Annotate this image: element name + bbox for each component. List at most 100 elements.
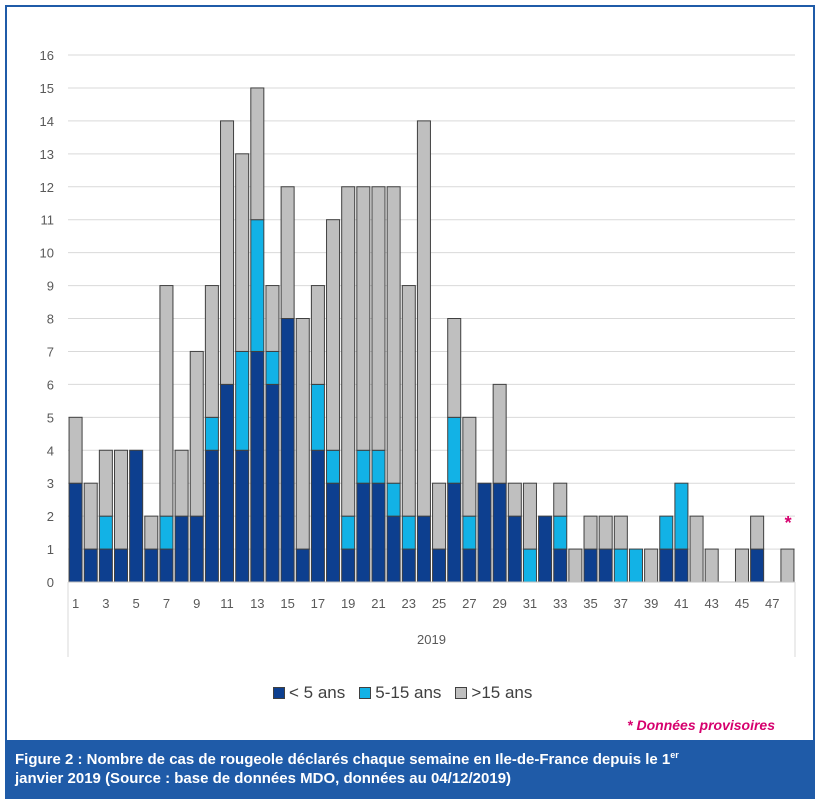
bar-5-15-week-10: [204, 416, 219, 451]
x-tick-label: 43: [704, 596, 718, 611]
bar-5-15-week-40: [659, 515, 674, 550]
bar-over15-week-22: [386, 186, 401, 484]
y-tick-label: 2: [47, 509, 54, 524]
bar-under5-week-20: [356, 482, 371, 583]
bar-under5-week-22: [386, 515, 401, 583]
bar-over15-week-46: [750, 515, 765, 550]
bar-under5-week-8: [174, 515, 189, 583]
bar-under5-week-26: [447, 482, 462, 583]
bar-under5-week-4: [113, 548, 129, 583]
bar-over15-week-37: [613, 515, 628, 550]
bar-over15-week-26: [447, 318, 462, 418]
y-tick-label: 0: [47, 575, 54, 590]
bar-over15-week-27: [462, 416, 477, 517]
x-tick-label: 33: [553, 596, 567, 611]
bar-under5-week-9: [189, 515, 204, 583]
bar-over15-week-1: [68, 416, 83, 484]
bar-under5-week-17: [310, 449, 325, 583]
legend-swatch-over15: [455, 687, 468, 699]
bar-5-15-week-13: [250, 219, 265, 352]
bar-over15-week-43: [704, 548, 719, 583]
bar-over15-week-23: [401, 285, 416, 517]
bar-under5-week-24: [416, 515, 431, 583]
bar-5-15-week-26: [447, 416, 462, 484]
bar-over15-week-29: [492, 383, 507, 484]
legend-swatch-5-15: [359, 687, 372, 699]
x-tick-label: 19: [341, 596, 355, 611]
y-tick-label: 9: [47, 279, 54, 294]
legend-label-over15: >15 ans: [471, 683, 533, 702]
bar-under5-week-41: [674, 548, 689, 583]
bar-5-15-week-33: [553, 515, 568, 550]
bar-over15-week-18: [326, 219, 341, 451]
y-tick-label: 16: [40, 48, 54, 63]
y-tick-label: 8: [47, 312, 54, 327]
bar-over15-week-39: [644, 548, 659, 583]
bar-over15-week-21: [371, 186, 386, 451]
bar-over15-week-19: [341, 186, 356, 517]
x-tick-label: 3: [102, 596, 109, 611]
legend-item-under5: < 5 ans: [273, 683, 345, 703]
bar-5-15-week-19: [341, 515, 356, 550]
bar-under5-week-11: [220, 383, 235, 583]
x-tick-label: 41: [674, 596, 688, 611]
x-tick-label: 23: [402, 596, 416, 611]
x-tick-label: 1: [72, 596, 79, 611]
bar-5-15-week-41: [674, 482, 689, 550]
bar-under5-week-19: [341, 548, 356, 583]
bar-under5-week-14: [265, 383, 280, 583]
y-tick-label: 3: [47, 476, 54, 491]
bar-5-15-week-23: [401, 515, 416, 550]
x-tick-label: 29: [492, 596, 506, 611]
bar-5-15-week-38: [628, 548, 643, 583]
x-tick-label: 37: [614, 596, 628, 611]
legend: < 5 ans 5-15 ans >15 ans: [273, 683, 532, 703]
x-tick-label: 39: [644, 596, 658, 611]
bar-over15-week-15: [280, 186, 295, 319]
caption-sup: er: [670, 750, 679, 760]
y-tick-label: 10: [40, 246, 54, 261]
bar-under5-week-16: [295, 548, 310, 583]
bar-over15-week-11: [220, 120, 235, 385]
bar-over15-week-24: [416, 120, 431, 517]
bar-under5-week-46: [750, 548, 765, 583]
x-tick-label: 11: [220, 596, 234, 611]
x-tick-label: 45: [735, 596, 749, 611]
bar-over15-week-42: [689, 515, 704, 583]
x-tick-label: 15: [280, 596, 294, 611]
bar-over15-week-31: [522, 482, 537, 550]
bar-5-15-week-31: [522, 548, 537, 583]
x-tick-label: 35: [583, 596, 597, 611]
bar-over15-week-16: [295, 318, 310, 550]
y-tick-label: 6: [47, 377, 54, 392]
figure-frame: 0 1 2 3 4 5 6 7 8 9 10 11 12 13 14 15 16 1 3 5 7 9 11 13 15 17 19 2…: [5, 5, 815, 799]
bar-5-15-week-27: [462, 515, 477, 550]
x-tick-label: 47: [765, 596, 779, 611]
bar-under5-week-10: [204, 449, 219, 583]
x-tick-label: 7: [163, 596, 170, 611]
bar-over15-week-14: [265, 285, 280, 352]
legend-label-5-15: 5-15 ans: [375, 683, 442, 702]
bar-under5-week-36: [598, 548, 613, 583]
bar-under5-week-12: [235, 449, 250, 583]
bar-5-15-week-7: [159, 515, 174, 550]
bar-under5-week-33: [553, 548, 568, 583]
provisional-asterisk: *: [784, 513, 792, 533]
bar-over15-week-48: [780, 548, 795, 583]
bar-under5-week-18: [326, 482, 341, 583]
bar-under5-week-30: [507, 515, 522, 583]
bar-under5-week-1: [68, 482, 83, 583]
figure-caption: Figure 2 : Nombre de cas de rougeole déc…: [7, 740, 813, 797]
x-tick-label: 27: [462, 596, 476, 611]
bar-under5-week-5: [129, 449, 144, 583]
x-tick-label: 25: [432, 596, 446, 611]
y-tick-label: 5: [47, 410, 54, 425]
legend-label-under5: < 5 ans: [289, 683, 346, 702]
bar-over15-week-25: [432, 482, 447, 550]
bar-5-15-week-14: [265, 350, 280, 385]
bar-under5-week-7: [159, 548, 174, 583]
x-tick-label: 31: [523, 596, 537, 611]
bar-over15-week-34: [568, 548, 583, 583]
x-tick-label: 21: [371, 596, 385, 611]
legend-swatch-under5: [273, 687, 285, 699]
